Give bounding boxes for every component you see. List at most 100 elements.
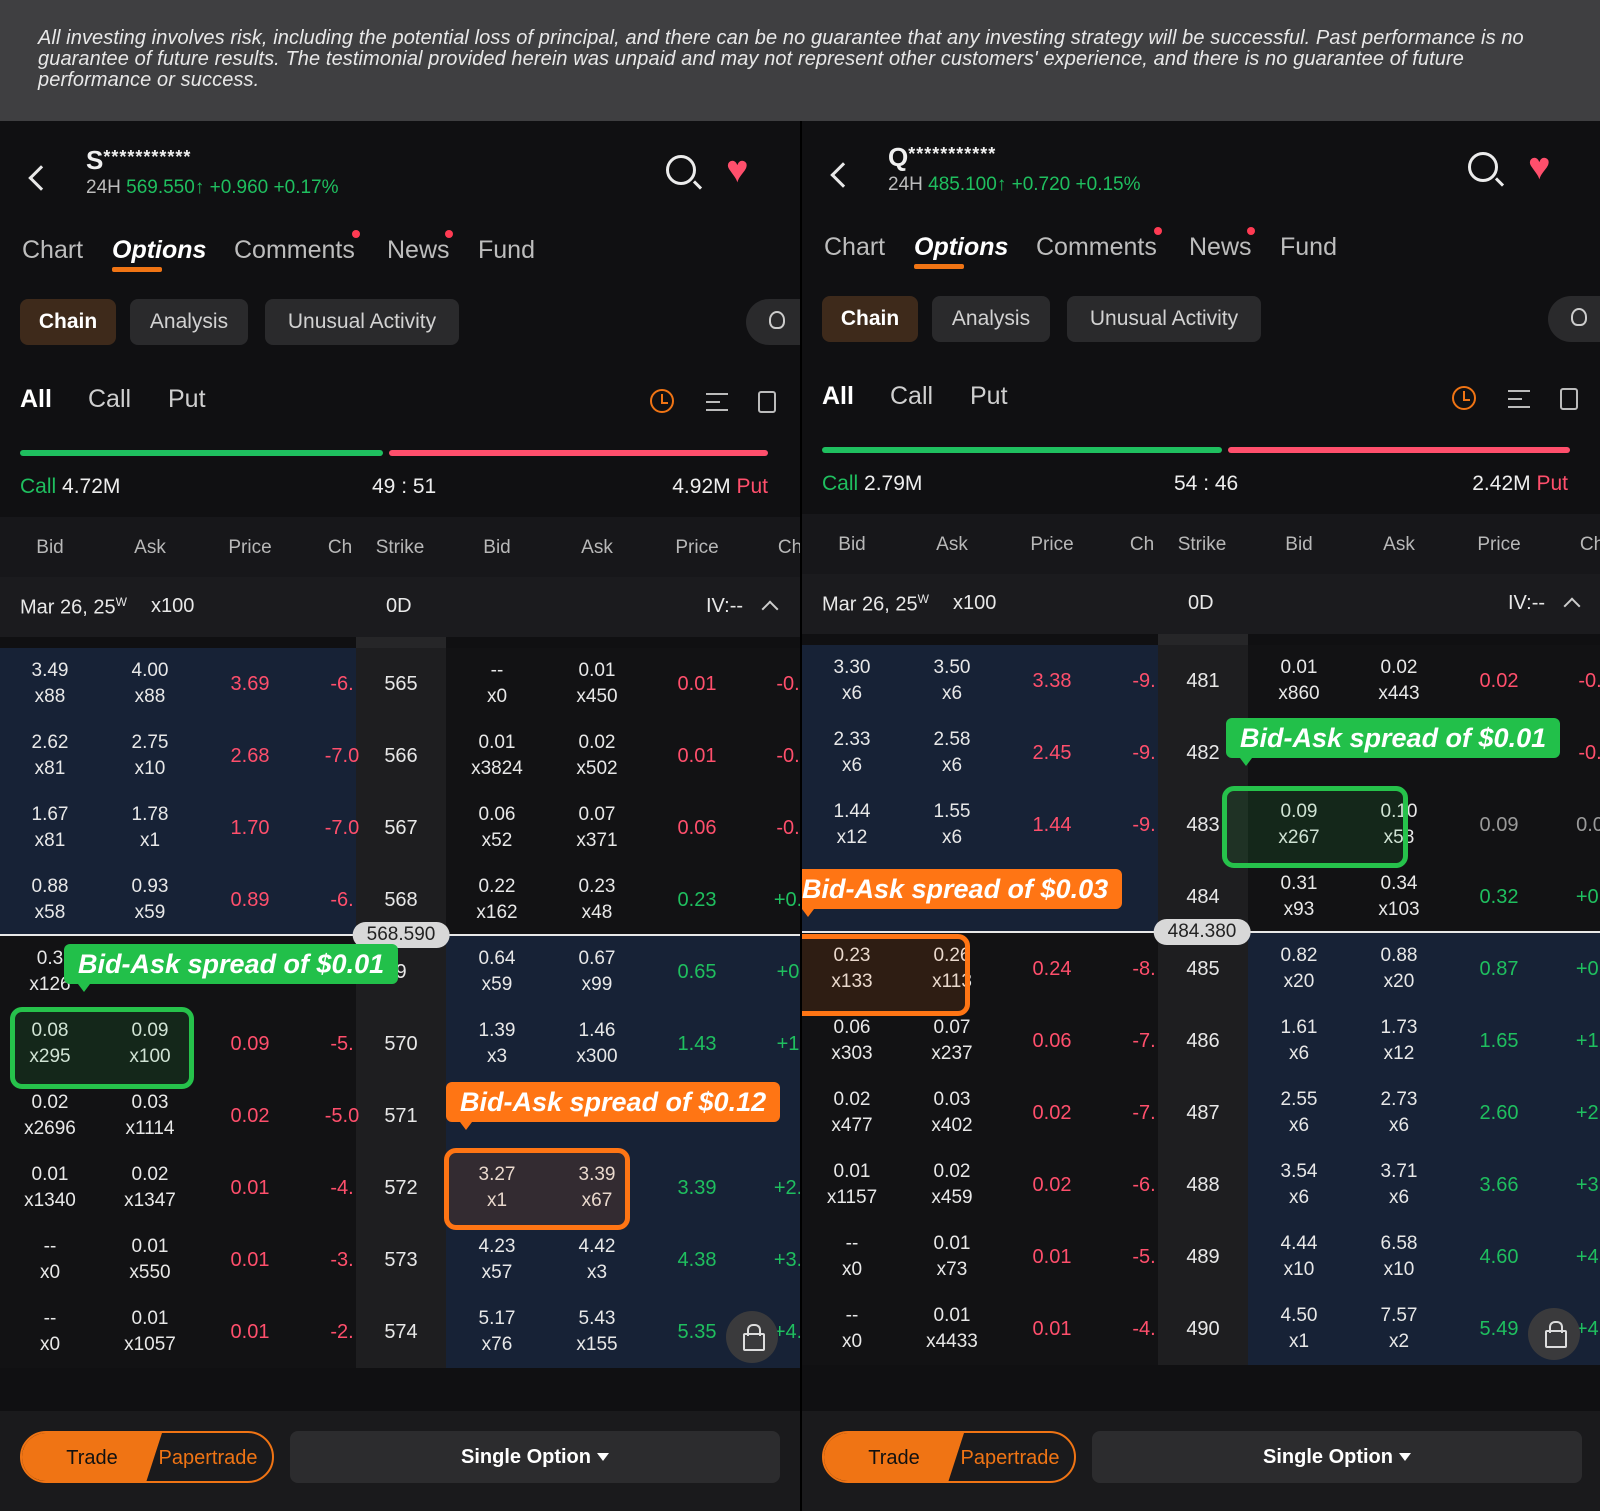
unlock-icon[interactable]	[1528, 1308, 1580, 1360]
tab-options[interactable]: Options	[914, 233, 1009, 261]
table-row[interactable]: 0.23 x133 0.26 x113 0.24 -8. 485 0.82 x20 0.88 x20…	[802, 933, 1600, 1005]
single-option-dropdown[interactable]: Single Option	[290, 1431, 780, 1483]
expiry-row[interactable]: Mar 26, 25W x100 0D IV:--	[802, 574, 1600, 634]
call-bid-value: 1.67	[31, 804, 69, 825]
strike-price: 571	[384, 1105, 418, 1127]
tab-comments[interactable]: Comments	[1036, 233, 1157, 261]
copy-icon[interactable]	[1560, 388, 1578, 410]
papertrade-button[interactable]: Papertrade	[960, 1447, 1060, 1469]
table-row[interactable]: 0.01 x1340 0.02 x1347 0.01 -4. 572 3.27 x1 3.39 x6…	[0, 1152, 800, 1224]
trade-button[interactable]: Trade	[22, 1433, 162, 1481]
subtab-unusual-activity[interactable]: Unusual Activity	[1067, 296, 1261, 342]
put-bid-size: x20	[1283, 971, 1315, 992]
table-row[interactable]: -- x0 0.01 x4433 0.01 -4. 490 4.50 x1 7.57 x2 5.49 +…	[802, 1293, 1600, 1365]
call-ask: 2.58 x6	[934, 727, 971, 779]
filter-put[interactable]: Put	[970, 382, 1008, 410]
tab-news[interactable]: News	[1189, 233, 1252, 261]
put-ask-size: x2	[1388, 1331, 1410, 1352]
spread-callout-orange: Bid-Ask spread of $0.12	[446, 1082, 781, 1130]
trade-toggle[interactable]: Trade Papertrade	[20, 1431, 274, 1483]
put-bid: 0.01 x860	[1278, 655, 1319, 707]
call-cell-bg	[0, 864, 356, 936]
put-ask: 7.57 x2	[1381, 1303, 1418, 1355]
subtab-unusual-activity[interactable]: Unusual Activity	[265, 299, 459, 345]
call-put-ratio: 49 : 51	[372, 475, 437, 498]
filter-put[interactable]: Put	[168, 385, 206, 413]
clock-icon[interactable]	[650, 389, 674, 413]
tab-chart[interactable]: Chart	[824, 233, 886, 261]
table-row[interactable]: -- x0 0.01 x550 0.01 -3. 573 4.23 x57 4.42 x3 4.38 +…	[0, 1224, 800, 1296]
tab-chart[interactable]: Chart	[22, 236, 84, 264]
lightbulb-icon[interactable]	[746, 299, 800, 345]
collapse-chevron-icon[interactable]	[1563, 597, 1581, 615]
filter-call[interactable]: Call	[890, 382, 934, 410]
subtab-chain[interactable]: Chain	[20, 299, 116, 345]
call-ask-size: x4433	[926, 1331, 978, 1352]
tab-options[interactable]: Options	[112, 236, 207, 264]
call-ask: 4.00 x88	[132, 658, 169, 710]
put-bid: 5.17 x76	[479, 1306, 516, 1358]
put-ask-size: x502	[576, 758, 618, 779]
call-cell-bg	[0, 720, 356, 792]
call-change: -7.	[1132, 1102, 1156, 1124]
call-cell-bg	[802, 717, 1158, 789]
tab-fund[interactable]: Fund	[478, 236, 535, 264]
favorite-heart-icon[interactable]: ♥	[726, 149, 749, 191]
single-option-dropdown[interactable]: Single Option	[1092, 1431, 1582, 1483]
filter-all[interactable]: All	[822, 382, 854, 410]
subtab-analysis[interactable]: Analysis	[130, 299, 248, 345]
call-bid: 0.01 x1340	[24, 1162, 76, 1214]
settings-list-icon[interactable]	[706, 393, 728, 411]
tab-news[interactable]: News	[387, 236, 450, 264]
table-row[interactable]: -- x0 0.01 x73 0.01 -5. 489 4.44 x10 6.58 x10 4.60 +…	[802, 1221, 1600, 1293]
unlock-icon[interactable]	[726, 1311, 778, 1363]
back-button[interactable]	[830, 162, 856, 188]
put-bid-size: x0	[486, 686, 508, 707]
col-ch-8: Ch	[777, 537, 800, 558]
call-bid: 0.3 x126	[29, 946, 70, 998]
trade-toggle[interactable]: Trade Papertrade	[822, 1431, 1076, 1483]
papertrade-button[interactable]: Papertrade	[158, 1447, 258, 1469]
table-row[interactable]: -- x0 0.01 x1057 0.01 -2. 574 5.17 x76 5.43 x155 5.…	[0, 1296, 800, 1368]
table-row[interactable]: 2.62 x81 2.75 x10 2.68 -7.0 566 0.01 x3824 0.02 x5…	[0, 720, 800, 792]
lightbulb-icon[interactable]	[1548, 296, 1600, 342]
copy-icon[interactable]	[758, 391, 776, 413]
put-cell-bg	[1248, 861, 1600, 933]
strike-cell-bg	[356, 1224, 446, 1296]
table-row[interactable]: 3.49 x88 4.00 x88 3.69 -6. 565 -- x0 0.01 x450 0.01…	[0, 648, 800, 720]
favorite-heart-icon[interactable]: ♥	[1528, 146, 1551, 188]
table-row[interactable]: 0.06 x303 0.07 x237 0.06 -7. 486 1.61 x6 1.73 x12 1…	[802, 1005, 1600, 1077]
table-row[interactable]: 0.02 x477 0.03 x402 0.02 -7. 487 2.55 x6 2.73 x6 2.…	[802, 1077, 1600, 1149]
call-ask-value: 0.01	[131, 1308, 169, 1329]
search-icon[interactable]	[666, 155, 696, 185]
table-row[interactable]: 0.01 x1157 0.02 x459 0.02 -6. 488 3.54 x6 3.71 x6 3…	[802, 1149, 1600, 1221]
back-button[interactable]	[28, 165, 54, 191]
table-row[interactable]: 3.30 x6 3.50 x6 3.38 -9. 481 0.01 x860 0.02 x443 0.…	[802, 645, 1600, 717]
table-row[interactable]: 1.67 x81 1.78 x1 1.70 -7.0 567 0.06 x52 0.07 x371 0…	[0, 792, 800, 864]
collapse-chevron-icon[interactable]	[761, 600, 779, 618]
tab-fund[interactable]: Fund	[1280, 233, 1337, 261]
call-bid-value: 2.62	[31, 732, 69, 753]
put-bid-value: 3.54	[1280, 1161, 1318, 1182]
expiry-row[interactable]: Mar 26, 25W x100 0D IV:--	[0, 577, 800, 637]
put-change: +0.	[1575, 886, 1600, 908]
clock-icon[interactable]	[1452, 386, 1476, 410]
subtab-analysis[interactable]: Analysis	[932, 296, 1050, 342]
table-row[interactable]: 0.08 x295 0.09 x100 0.09 -5. 570 1.39 x3 1.46 x300…	[0, 1008, 800, 1080]
call-bid-value: 0.01	[31, 1164, 69, 1185]
put-change: -0.	[1578, 742, 1600, 764]
search-icon[interactable]	[1468, 152, 1498, 182]
put-ask: 1.46 x300	[576, 1018, 617, 1070]
call-change: -6.	[330, 673, 354, 695]
settings-list-icon[interactable]	[1508, 390, 1530, 408]
filter-all[interactable]: All	[20, 385, 52, 413]
ticker-symbol: Q***********	[888, 142, 996, 173]
trade-button[interactable]: Trade	[824, 1433, 964, 1481]
put-bid-size: x6	[1288, 1043, 1310, 1064]
table-row[interactable]: 1.44 x12 1.55 x6 1.44 -9. 483 0.09 x267 0.10 x58 0.…	[802, 789, 1600, 861]
table-row[interactable]: 0.88 x58 0.93 x59 0.89 -6. 568 0.22 x162 0.23 x48 0…	[0, 864, 800, 936]
tab-comments[interactable]: Comments	[234, 236, 355, 264]
subtab-chain[interactable]: Chain	[822, 296, 918, 342]
filter-call[interactable]: Call	[88, 385, 132, 413]
